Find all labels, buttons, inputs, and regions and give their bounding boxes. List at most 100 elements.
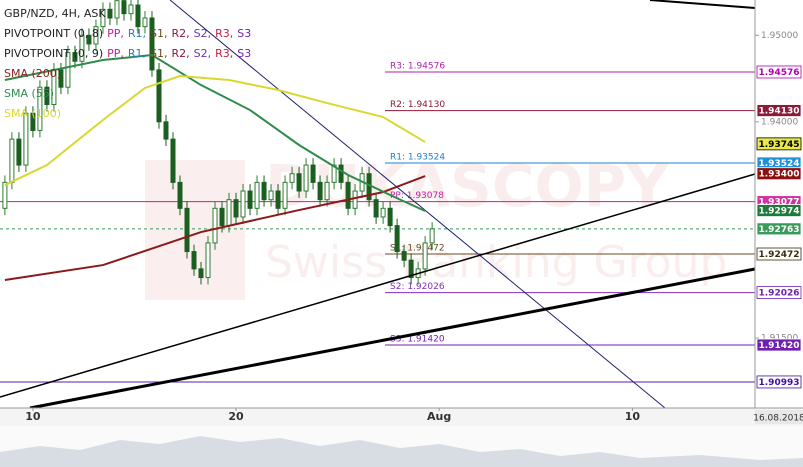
price-tag-label: 1.90993	[759, 378, 800, 388]
candle-body	[373, 199, 379, 218]
candle-body	[387, 207, 393, 227]
candle-body	[135, 4, 141, 28]
candle-body	[100, 8, 106, 28]
pivot-label: R2: 1.94130	[390, 100, 445, 110]
candle-body	[268, 190, 274, 201]
candle-body	[408, 259, 414, 279]
candle-body	[86, 34, 92, 45]
indicator-level: S3	[237, 47, 251, 60]
indicator-level: S2,	[194, 47, 211, 60]
time-axis-panel	[0, 408, 803, 426]
price-tag-label: 1.91420	[759, 341, 800, 351]
indicator-label: PIVOTPOINT (0, 8) PP, R1, S1, R2, S2, R3, S3	[4, 27, 251, 40]
trend-line	[0, 173, 756, 398]
candle-body	[142, 17, 148, 28]
indicator-level: PP,	[107, 27, 124, 40]
legend-entry: SMA (200)	[4, 67, 61, 80]
candle-body	[163, 121, 169, 140]
y-tick-label: 1.91500	[761, 334, 798, 344]
price-tag	[756, 137, 802, 151]
axes: 1.95000 1.94000 1.91500 1.94576 1.94130 1.937…	[25, 31, 802, 423]
candle-body	[338, 164, 344, 183]
pivot-label: S1: 1.92472	[390, 244, 445, 254]
overlay	[4, 53, 426, 282]
indicator-name: PIVOTPOINT (0, 8)	[4, 27, 103, 40]
candle-body	[58, 69, 64, 88]
price-tag	[756, 65, 802, 79]
price-tag	[756, 286, 802, 299]
moving-average-line	[4, 175, 426, 282]
y-tick-label: 1.95000	[761, 31, 798, 41]
candle-body	[317, 181, 323, 201]
candle-body	[2, 181, 8, 209]
watermark-tagline: Swiss Banking Group	[265, 237, 727, 288]
candle-body	[128, 4, 134, 15]
indicator-level: R1,	[128, 47, 146, 60]
candle-body	[324, 181, 330, 201]
candle-body	[422, 242, 428, 270]
candle-body	[345, 181, 351, 209]
indicator-level: S3	[237, 27, 251, 40]
candle-body	[44, 86, 50, 106]
plot-area: R3: 1.94576 R2: 1.94130 R1: 1.93524 PP: 1.9…	[0, 0, 755, 383]
candle-body	[331, 164, 337, 183]
trend-line	[169, 0, 666, 409]
trend-line	[29, 267, 756, 410]
candle-body	[184, 207, 190, 253]
candle-body	[303, 164, 309, 192]
indicator-level: S1,	[150, 47, 167, 60]
candle-body	[401, 251, 407, 261]
candle-body	[352, 190, 358, 209]
candle-body	[289, 173, 295, 183]
candle-body	[226, 199, 232, 227]
candle-body	[9, 138, 15, 183]
candle-body	[233, 199, 239, 218]
candle-body	[177, 181, 183, 209]
indicator-level: PP,	[107, 47, 124, 60]
candle-body	[170, 138, 176, 183]
trend-line	[649, 0, 756, 9]
candle-body	[191, 251, 197, 270]
candle-body	[205, 242, 211, 279]
price-tag	[756, 338, 802, 352]
price-tag-label: 1.92763	[759, 225, 800, 235]
candle-body	[114, 0, 120, 19]
price-tag	[756, 167, 802, 181]
watermark-logo	[145, 160, 245, 300]
pivot-label: PP: 1.93078	[390, 191, 444, 201]
date-label: 16.08.2018	[753, 414, 803, 424]
price-tag-label: 1.94576	[759, 68, 800, 78]
price-tag-label: 1.93077	[759, 198, 800, 208]
x-tick-label: Aug	[427, 410, 451, 423]
pivot-label: S3: 1.91420	[390, 335, 445, 345]
moving-average-line	[4, 75, 426, 186]
price-tag-label: 1.93524	[759, 159, 800, 169]
indicator-level: R1,	[128, 27, 146, 40]
candle-body	[261, 181, 267, 201]
price-tag	[756, 104, 802, 117]
candle-body	[23, 112, 29, 166]
price-tag-label: 1.93400	[759, 170, 800, 180]
candle-body	[156, 69, 162, 123]
candle-body	[275, 190, 281, 209]
candle-body	[247, 190, 253, 209]
candle-body	[254, 181, 260, 209]
x-tick-label: 10	[25, 410, 41, 423]
candle-body	[37, 86, 43, 131]
candle-body	[219, 207, 225, 227]
candle-body	[149, 17, 155, 71]
candle-body	[429, 228, 435, 244]
pivot-label: R1: 1.93524	[390, 152, 445, 162]
price-tag	[756, 222, 802, 236]
candle-body	[65, 52, 71, 88]
price-tag-label: 1.94130	[759, 107, 800, 117]
candle-body	[380, 207, 386, 218]
candle-body	[93, 26, 99, 45]
candle-body	[240, 190, 246, 218]
indicator-level: R3,	[215, 27, 233, 40]
indicator-label: PIVOTPOINT (0, 9) PP, R1, S1, R2, S2, R3, S3	[4, 47, 251, 60]
candle-body	[16, 138, 22, 166]
pivot-label: R3: 1.94576	[390, 61, 445, 71]
candle-body	[79, 34, 85, 62]
